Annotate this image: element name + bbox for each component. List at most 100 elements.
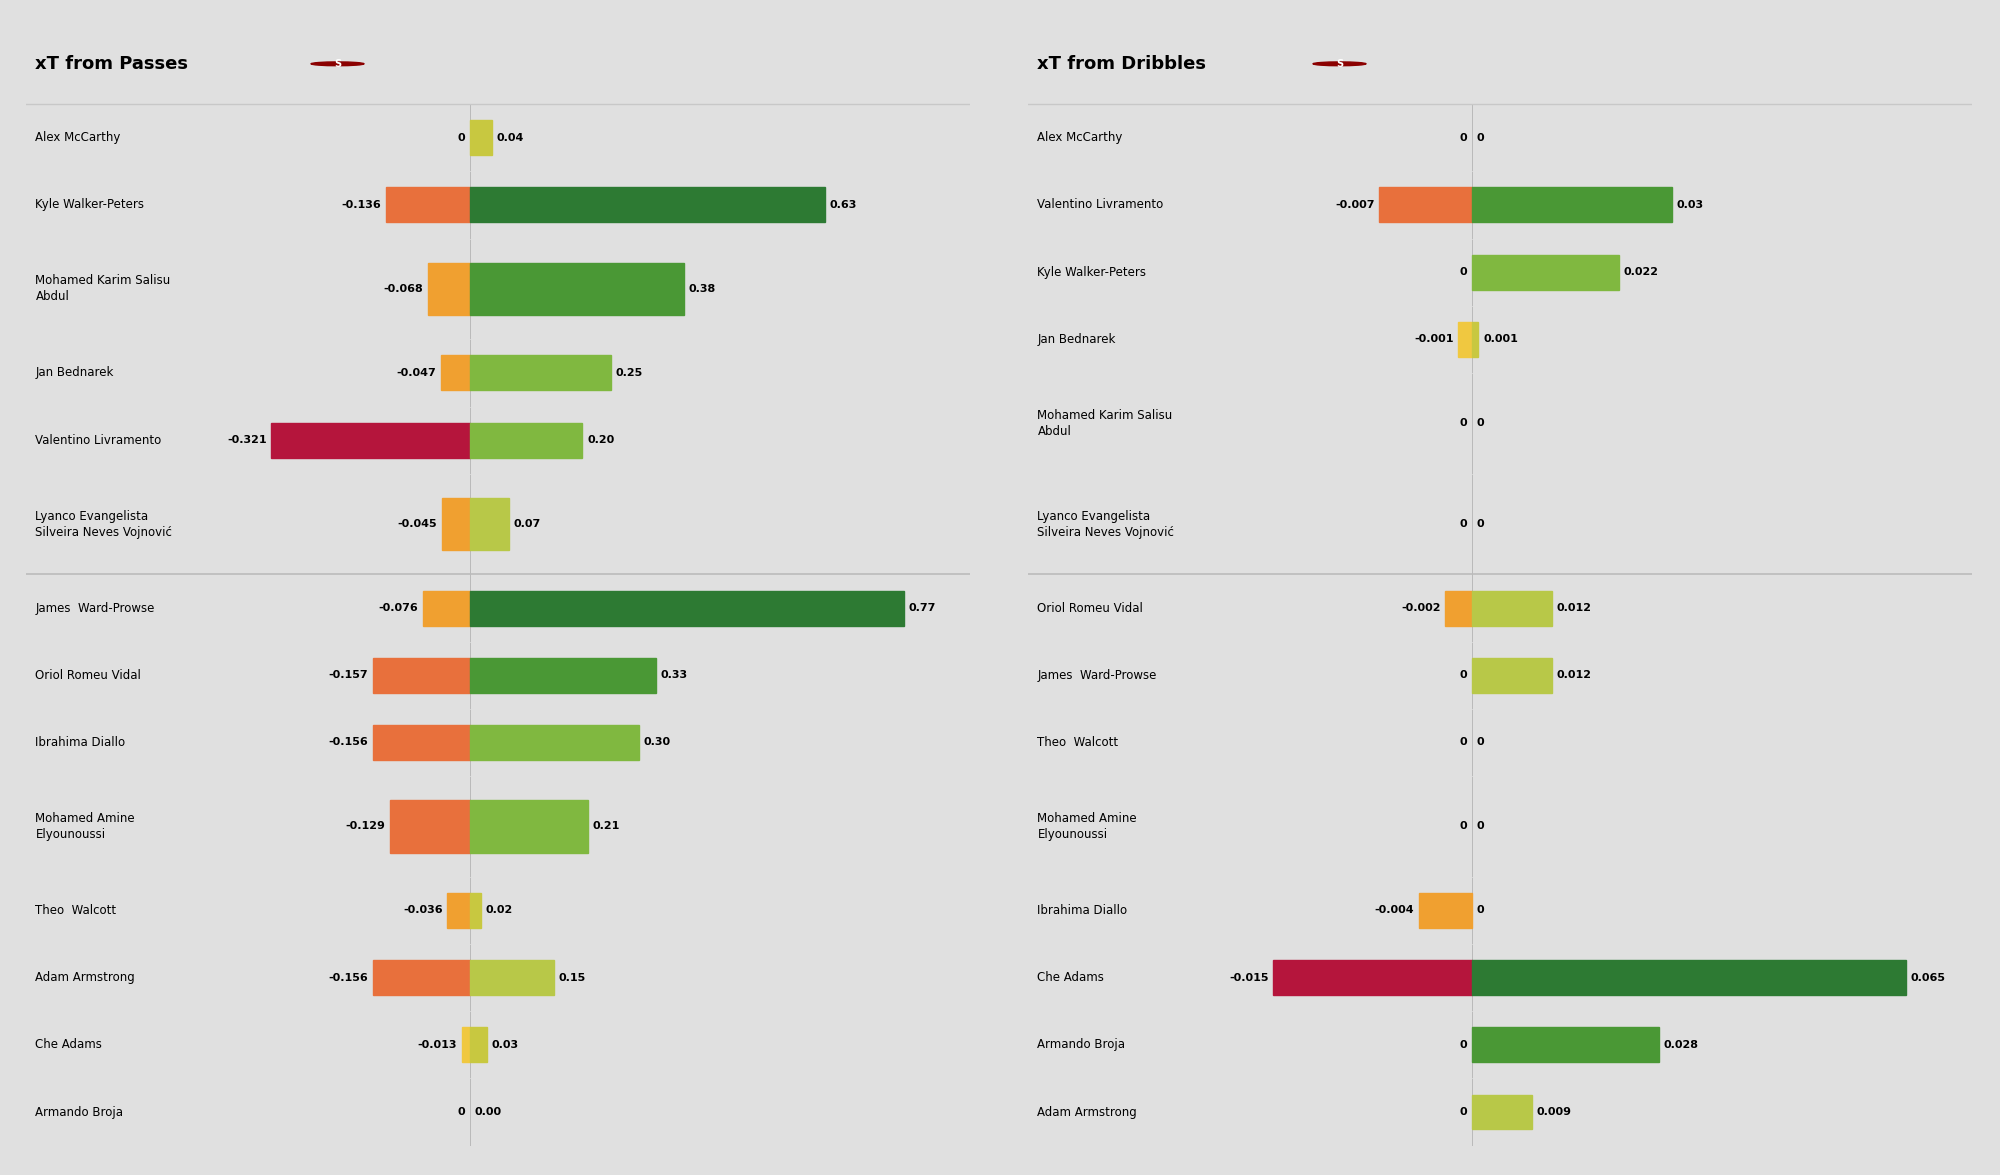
Circle shape bbox=[312, 62, 364, 66]
Text: -0.136: -0.136 bbox=[342, 200, 380, 210]
Bar bbox=[470, 725, 638, 760]
Text: Adam Armstrong: Adam Armstrong bbox=[36, 972, 136, 985]
Text: 0.028: 0.028 bbox=[1664, 1040, 1698, 1049]
Text: Oriol Romeu Vidal: Oriol Romeu Vidal bbox=[1038, 602, 1144, 615]
Text: Valentino Livramento: Valentino Livramento bbox=[36, 434, 162, 446]
Text: Armando Broja: Armando Broja bbox=[1038, 1039, 1126, 1052]
Text: Ibrahima Diallo: Ibrahima Diallo bbox=[36, 736, 126, 748]
Text: 0: 0 bbox=[458, 133, 464, 142]
Text: Adam Armstrong: Adam Armstrong bbox=[1038, 1106, 1138, 1119]
Text: -0.015: -0.015 bbox=[1230, 973, 1268, 982]
Text: 0: 0 bbox=[1476, 906, 1484, 915]
Bar bbox=[422, 591, 470, 625]
Text: 0: 0 bbox=[1460, 1040, 1466, 1049]
Text: Valentino Livramento: Valentino Livramento bbox=[1038, 199, 1164, 212]
Text: 0.001: 0.001 bbox=[1484, 335, 1518, 344]
Bar bbox=[462, 1027, 470, 1062]
Text: Lyanco Evangelista
Silveira Neves Vojnović: Lyanco Evangelista Silveira Neves Vojnov… bbox=[36, 510, 172, 538]
Text: 0.20: 0.20 bbox=[588, 435, 614, 445]
Text: 0: 0 bbox=[1460, 1107, 1466, 1117]
Text: Che Adams: Che Adams bbox=[36, 1039, 102, 1052]
Text: -0.007: -0.007 bbox=[1334, 200, 1374, 210]
Text: 0.065: 0.065 bbox=[1910, 973, 1946, 982]
Text: 0: 0 bbox=[1460, 267, 1466, 277]
Bar bbox=[1472, 188, 1672, 222]
Text: Mohamed Amine
Elyounoussi: Mohamed Amine Elyounoussi bbox=[1038, 812, 1138, 841]
Text: Che Adams: Che Adams bbox=[1038, 972, 1104, 985]
Bar bbox=[442, 498, 470, 550]
Text: -0.068: -0.068 bbox=[384, 284, 422, 294]
Text: Alex McCarthy: Alex McCarthy bbox=[1038, 132, 1122, 145]
Bar bbox=[470, 355, 610, 390]
Text: Mohamed Amine
Elyounoussi: Mohamed Amine Elyounoussi bbox=[36, 812, 136, 841]
Bar bbox=[470, 188, 824, 222]
Text: 0: 0 bbox=[1460, 519, 1466, 529]
Text: Theo  Walcott: Theo Walcott bbox=[36, 904, 116, 916]
Text: -0.004: -0.004 bbox=[1374, 906, 1414, 915]
Text: 0.21: 0.21 bbox=[592, 821, 620, 832]
Text: 0: 0 bbox=[1460, 738, 1466, 747]
Bar bbox=[470, 120, 492, 155]
Bar bbox=[1472, 591, 1552, 625]
Text: 0: 0 bbox=[1476, 133, 1484, 142]
Text: Armando Broja: Armando Broja bbox=[36, 1106, 124, 1119]
Bar bbox=[470, 1027, 486, 1062]
Bar bbox=[470, 893, 480, 928]
Bar bbox=[1472, 322, 1478, 357]
Bar bbox=[470, 960, 554, 995]
Text: James  Ward-Prowse: James Ward-Prowse bbox=[1038, 669, 1156, 682]
Text: 0.009: 0.009 bbox=[1536, 1107, 1572, 1117]
Text: S: S bbox=[334, 59, 342, 69]
Text: -0.002: -0.002 bbox=[1402, 603, 1440, 613]
Text: 0.30: 0.30 bbox=[644, 738, 670, 747]
Bar bbox=[470, 658, 656, 693]
Bar bbox=[1418, 893, 1472, 928]
Text: 0.03: 0.03 bbox=[492, 1040, 518, 1049]
Bar bbox=[1472, 255, 1618, 289]
Text: Kyle Walker-Peters: Kyle Walker-Peters bbox=[1038, 266, 1146, 278]
Bar bbox=[470, 800, 588, 853]
Bar bbox=[470, 498, 510, 550]
Text: 0.77: 0.77 bbox=[908, 603, 936, 613]
Text: 0: 0 bbox=[1476, 821, 1484, 832]
Text: 0: 0 bbox=[1476, 418, 1484, 429]
Text: 0.07: 0.07 bbox=[514, 519, 542, 529]
Bar bbox=[470, 591, 904, 625]
Text: Jan Bednarek: Jan Bednarek bbox=[1038, 333, 1116, 345]
Text: 0.02: 0.02 bbox=[486, 906, 512, 915]
Bar bbox=[448, 893, 470, 928]
Bar bbox=[390, 800, 470, 853]
Circle shape bbox=[1314, 62, 1366, 66]
Bar bbox=[470, 423, 582, 457]
Bar bbox=[1472, 1027, 1658, 1062]
Text: 0.012: 0.012 bbox=[1556, 603, 1592, 613]
Text: Ibrahima Diallo: Ibrahima Diallo bbox=[1038, 904, 1128, 916]
Text: 0.03: 0.03 bbox=[1676, 200, 1704, 210]
Text: -0.013: -0.013 bbox=[418, 1040, 456, 1049]
Text: 0.012: 0.012 bbox=[1556, 670, 1592, 680]
Bar bbox=[1274, 960, 1472, 995]
Text: -0.047: -0.047 bbox=[396, 368, 436, 378]
Text: -0.076: -0.076 bbox=[378, 603, 418, 613]
Text: Mohamed Karim Salisu
Abdul: Mohamed Karim Salisu Abdul bbox=[1038, 409, 1172, 438]
Text: -0.156: -0.156 bbox=[328, 973, 368, 982]
Text: 0: 0 bbox=[1460, 418, 1466, 429]
Text: Kyle Walker-Peters: Kyle Walker-Peters bbox=[36, 199, 144, 212]
Text: S: S bbox=[1336, 59, 1344, 69]
Text: 0: 0 bbox=[458, 1107, 464, 1117]
Text: Alex McCarthy: Alex McCarthy bbox=[36, 132, 120, 145]
Text: -0.036: -0.036 bbox=[404, 906, 442, 915]
Bar bbox=[1472, 1095, 1532, 1129]
Bar bbox=[374, 725, 470, 760]
Text: 0.15: 0.15 bbox=[558, 973, 586, 982]
Text: 0.33: 0.33 bbox=[660, 670, 688, 680]
Text: 0: 0 bbox=[1460, 821, 1466, 832]
Text: 0.00: 0.00 bbox=[474, 1107, 502, 1117]
Text: Oriol Romeu Vidal: Oriol Romeu Vidal bbox=[36, 669, 142, 682]
Text: 0: 0 bbox=[1476, 738, 1484, 747]
Text: 0: 0 bbox=[1460, 133, 1466, 142]
Bar bbox=[428, 263, 470, 315]
Bar bbox=[1472, 960, 1906, 995]
Text: -0.001: -0.001 bbox=[1414, 335, 1454, 344]
Text: -0.156: -0.156 bbox=[328, 738, 368, 747]
